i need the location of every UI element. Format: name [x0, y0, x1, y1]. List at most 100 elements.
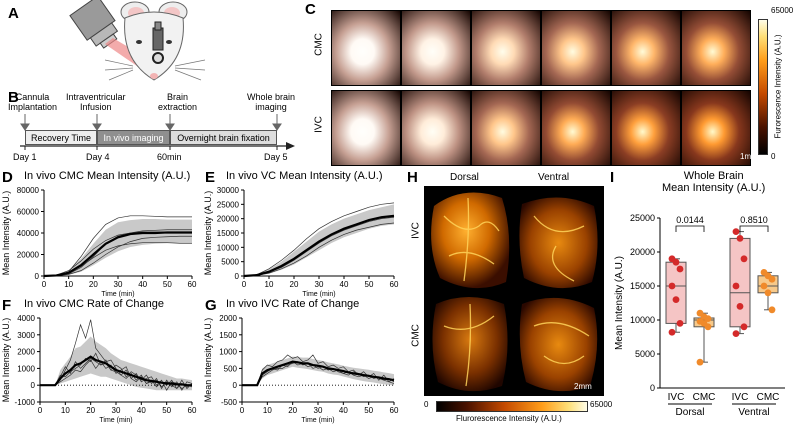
y-tick-label: 25000	[217, 200, 240, 209]
panel-label-b: B	[8, 89, 19, 106]
y-tick-label: 2000	[219, 314, 237, 323]
y-tick-label: 0	[35, 272, 40, 281]
x-tick-label: 60	[390, 280, 399, 289]
data-point	[732, 330, 740, 337]
x-tick-label: 60	[188, 406, 197, 415]
timeline-event-whole-brain: Whole brain imaging	[247, 92, 296, 112]
x-axis-label: Time (min)	[302, 291, 335, 298]
trace-3	[242, 361, 395, 386]
data-point	[736, 303, 744, 310]
x-tick-label: 20	[290, 280, 299, 289]
sd-band	[44, 219, 192, 276]
group-label: Dorsal	[676, 407, 705, 418]
y-tick-label: 25000	[630, 213, 655, 223]
phase-recovery: Recovery Time	[25, 130, 97, 145]
box-1	[665, 255, 687, 336]
chart-d: 0 20000 40000 60000 80000 0 10 20 30 40 50 60 Time (…	[1, 186, 197, 298]
chart-e: 0 5000 10000 15000 20000 25000 30000 0 10 20 30 40 5…	[203, 186, 399, 298]
y-tick-label: 60000	[17, 208, 40, 217]
data-point	[732, 282, 740, 290]
x-tick-label: 10	[61, 406, 70, 415]
panel-label-d: D	[2, 169, 13, 186]
data-point	[768, 275, 776, 283]
panel-c-row-ivc: IVC	[313, 116, 325, 133]
panel-c-image-grid: CMC IVC 65000 0 Furorescence Intensity (…	[313, 4, 795, 166]
y-tick-label: 20000	[217, 215, 240, 224]
x-tick-label: 10	[263, 406, 272, 415]
x-tick-label: 60	[390, 406, 399, 415]
timeline-day5: Day 5	[264, 152, 288, 162]
panel-c-tile-ivc-4	[541, 90, 611, 166]
x-tick-label: 0	[242, 280, 247, 289]
category-label: IVC	[668, 392, 685, 403]
y-tick-label: 5000	[221, 258, 239, 267]
y-tick-label: 4000	[17, 314, 35, 323]
data-point	[768, 306, 776, 314]
panel-c-scalebar: 1mm	[740, 152, 758, 161]
x-tick-label: 30	[315, 280, 324, 289]
x-tick-label: 60	[188, 280, 197, 289]
y-tick-label: 5000	[635, 349, 655, 359]
x-tick-label: 10	[265, 280, 274, 289]
data-point	[740, 323, 748, 331]
chart-g-title: In vivo IVC Rate of Change	[226, 298, 360, 310]
category-label: CMC	[693, 392, 716, 403]
y-tick-label: 0	[235, 272, 240, 281]
x-tick-label: 0	[240, 406, 245, 415]
phase-fixation: Overnight brain fixation	[170, 130, 277, 145]
mean-line	[40, 355, 192, 387]
panel-h-colorbar	[436, 401, 588, 412]
y-tick-label: 1000	[17, 364, 35, 373]
data-point	[668, 328, 676, 336]
group-label: Ventral	[738, 407, 769, 418]
y-tick-label: 40000	[17, 229, 40, 238]
data-point	[760, 282, 768, 290]
x-tick-label: 30	[112, 406, 121, 415]
mean-line	[43, 231, 192, 278]
trace-4	[40, 357, 193, 390]
y-tick-label: 3000	[17, 331, 35, 340]
panel-c-colorbar-min: 0	[771, 152, 776, 161]
timeline-event-cannula: Cannula Implantation	[8, 92, 58, 112]
timeline-arrows	[20, 114, 295, 150]
x-tick-label: 10	[64, 280, 73, 289]
y-tick-label: 0	[31, 381, 36, 390]
box-2	[693, 309, 715, 366]
mean-line	[242, 360, 395, 387]
chart-d-title: In vivo CMC Mean Intensity (A.U.)	[24, 170, 191, 182]
timeline-day1: Day 1	[13, 152, 37, 162]
trace-5	[43, 229, 192, 277]
sd-band	[40, 336, 192, 391]
y-tick-label: 80000	[17, 186, 40, 195]
panel-h-row-cmc: CMC	[410, 324, 422, 347]
data-point	[704, 323, 712, 331]
timeline-event-extraction: Brain extraction	[158, 92, 198, 112]
panel-label-c: C	[305, 1, 316, 18]
data-point	[676, 320, 684, 327]
y-tick-label: 0	[233, 381, 238, 390]
mouse-imaging-illustration	[69, 0, 206, 81]
panel-h-ventral: Ventral	[538, 172, 570, 183]
chart-i: 0 5000 10000 15000 20000 25000 Mean Intensity …	[614, 213, 785, 418]
x-tick-label: 20	[86, 406, 95, 415]
data-point	[764, 289, 772, 297]
data-point	[740, 255, 748, 263]
panel-c-tile-ivc-2	[401, 90, 471, 166]
y-axis-label: Mean Intensity (A.U.)	[1, 318, 11, 403]
panel-label-h: H	[407, 169, 418, 186]
y-axis-label: Mean Intensity (A.U.)	[203, 191, 213, 276]
y-tick-label: 10000	[630, 315, 655, 325]
panel-c-tile-cmc-2	[401, 10, 471, 86]
data-point	[672, 258, 680, 266]
y-tick-label: 1000	[219, 348, 237, 357]
y-tick-label: 10000	[217, 243, 240, 252]
panel-h-image: 2mm	[424, 186, 604, 396]
y-tick-label: 15000	[217, 229, 240, 238]
y-tick-label: 20000	[630, 247, 655, 257]
panel-label-g: G	[205, 297, 217, 314]
sd-band	[242, 356, 394, 386]
y-tick-label: 0	[650, 383, 655, 393]
panel-h-scalebar: 2mm	[574, 382, 592, 391]
